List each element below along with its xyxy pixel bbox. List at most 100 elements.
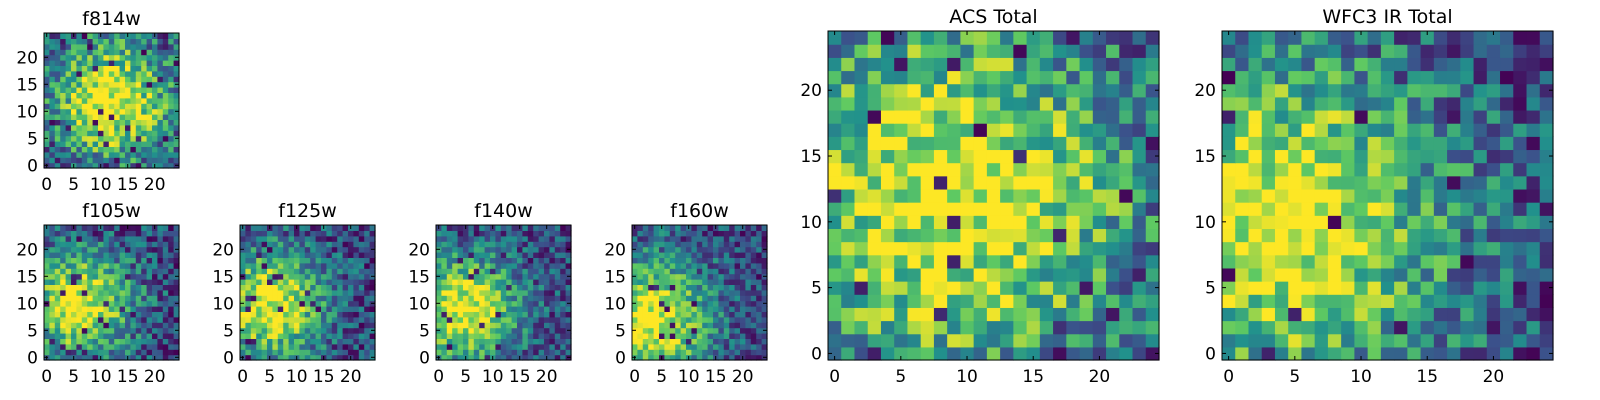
heatmap-cell (1053, 333, 1067, 348)
heatmap-cell (653, 289, 660, 296)
heatmap-cell (761, 268, 768, 275)
heatmap-cell (664, 289, 671, 296)
heatmap-cell (71, 54, 77, 61)
heatmap-cell (92, 43, 99, 50)
heatmap-cell (1066, 109, 1081, 124)
heatmap-cell (1341, 281, 1355, 295)
heatmap-cell (44, 60, 50, 66)
heatmap-cell (49, 333, 56, 339)
heatmap-cell (947, 31, 961, 45)
heatmap-cell (1367, 162, 1382, 177)
heatmap-cell (71, 311, 77, 318)
heatmap-cell (162, 284, 169, 291)
heatmap-cell (130, 65, 137, 72)
heatmap-cell (702, 354, 709, 361)
heatmap-cell (130, 130, 137, 137)
heatmap-cell (71, 87, 77, 93)
heatmap-cell (1288, 267, 1303, 282)
heatmap-cell (1301, 162, 1316, 177)
heatmap-cell (1314, 136, 1329, 151)
heatmap-cell (1145, 31, 1160, 45)
heatmap-cell (331, 327, 338, 334)
heatmap-cell (1261, 254, 1276, 269)
heatmap-cell (98, 65, 104, 72)
heatmap-cell (854, 70, 869, 85)
heatmap-cell (473, 349, 480, 356)
heatmap-cell (1394, 281, 1408, 295)
heatmap-cell (130, 311, 137, 318)
heatmap-cell (141, 257, 148, 264)
heatmap-cell (1013, 241, 1028, 256)
heatmap-cell (98, 257, 104, 264)
heatmap-cell (436, 343, 442, 350)
heatmap-cell (168, 135, 175, 142)
heatmap-cell (98, 295, 104, 302)
heatmap-cell (245, 306, 252, 312)
heatmap-cell (141, 38, 148, 45)
heatmap-cell (1039, 44, 1054, 58)
heatmap-cell (304, 289, 311, 296)
heatmap-cell (54, 262, 61, 269)
heatmap-cell (506, 327, 513, 334)
heatmap-cell (522, 300, 529, 307)
heatmap-cell (294, 322, 300, 329)
heatmap-cell (114, 257, 121, 264)
heatmap-cell (1486, 333, 1501, 348)
y-tick-label: 5 (419, 321, 430, 341)
heatmap-cell (522, 273, 529, 280)
heatmap-cell (718, 311, 725, 318)
heatmap-cell (103, 349, 110, 356)
heatmap-cell (565, 284, 572, 291)
heatmap-cell (544, 316, 550, 323)
heatmap-cell (60, 81, 67, 88)
heatmap-cell (146, 135, 153, 142)
heatmap-cell (1407, 254, 1422, 269)
heatmap-cell (1367, 346, 1382, 361)
heatmap-cell (707, 284, 714, 291)
heatmap-cell (304, 316, 311, 323)
heatmap-cell (76, 146, 83, 153)
heatmap-cell (173, 103, 180, 110)
heatmap-cell (76, 49, 83, 56)
heatmap-cell (92, 119, 99, 126)
heatmap-cell (54, 87, 61, 93)
heatmap-cell (114, 119, 121, 126)
heatmap-cell (256, 230, 263, 237)
heatmap-cell (745, 257, 752, 264)
heatmap-cell (71, 70, 77, 77)
heatmap-cell (245, 349, 252, 356)
heatmap-cell (1119, 228, 1134, 243)
heatmap-cell (1106, 333, 1120, 348)
heatmap-cell (1248, 123, 1263, 137)
heatmap-cell (54, 108, 61, 115)
heatmap-cell (108, 87, 115, 93)
heatmap-cell (473, 268, 480, 275)
heatmap-cell (272, 241, 279, 248)
heatmap-cell (463, 327, 469, 334)
heatmap-cell (49, 38, 56, 45)
heatmap-cell (358, 343, 365, 350)
heatmap-cell (1407, 175, 1422, 190)
heatmap-cell (960, 136, 975, 151)
heatmap-cell (713, 246, 719, 253)
heatmap-cell (348, 241, 354, 248)
heatmap-cell (1539, 202, 1554, 216)
heatmap-cell (49, 279, 56, 285)
heatmap-cell (1145, 215, 1160, 229)
heatmap-cell (1119, 162, 1134, 177)
heatmap-cell (304, 241, 311, 248)
heatmap-cell (76, 33, 83, 39)
heatmap-cell (141, 103, 148, 110)
heatmap-cell (277, 262, 284, 269)
heatmap-cell (659, 241, 665, 248)
heatmap-cell (484, 354, 491, 361)
heatmap-cell (65, 124, 72, 131)
heatmap-cell (1013, 149, 1028, 164)
heatmap-cell (1039, 57, 1054, 72)
heatmap-cell (642, 349, 649, 356)
heatmap-cell (60, 349, 67, 356)
heatmap-cell (358, 306, 365, 312)
heatmap-cell (146, 257, 153, 264)
heatmap-cell (960, 267, 975, 282)
heatmap-cell (1367, 57, 1382, 72)
